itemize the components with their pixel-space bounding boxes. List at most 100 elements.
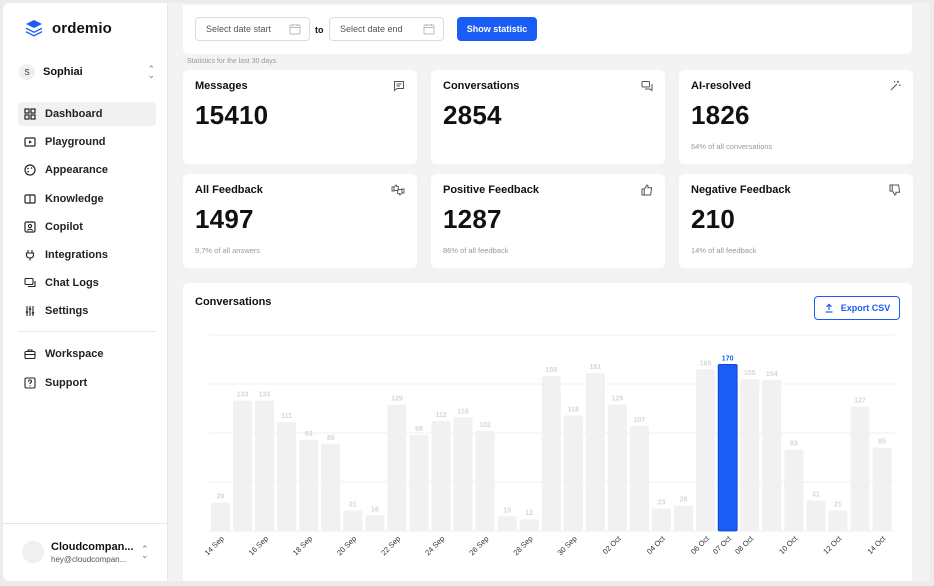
book-icon (24, 193, 36, 205)
logo[interactable]: ordemio (25, 19, 112, 37)
x-tick-label: 16 Sep (247, 534, 270, 557)
sidebar-item-label: Settings (45, 305, 89, 318)
bar-value-label: 85 (878, 439, 886, 446)
chart-bar[interactable] (387, 404, 407, 531)
chart-bar[interactable] (696, 369, 716, 531)
sidebar-item-dashboard[interactable]: Dashboard (18, 102, 156, 126)
sidebar-item-integrations[interactable]: Integrations (18, 243, 156, 267)
sidebar-item-label: Copilot (45, 220, 83, 233)
chart-bar[interactable] (762, 380, 782, 531)
chart-bar[interactable] (365, 515, 385, 531)
sidebar-item-chat-logs[interactable]: Chat Logs (18, 271, 156, 295)
conversations-bar-chart: 29 14 Sep 133 133 16 Sep 111 93 18 Sep 89 21 20 Se… (203, 334, 895, 557)
chart-bar[interactable] (740, 379, 760, 531)
chart-bar[interactable] (717, 364, 738, 532)
x-tick-label: 08 Oct (733, 533, 756, 556)
bar-value-label: 133 (259, 392, 271, 399)
chart-bar[interactable] (211, 502, 230, 531)
chart-bar[interactable] (343, 510, 363, 531)
conversations-icon (641, 81, 653, 92)
chart-bar[interactable] (629, 426, 649, 531)
user-email: hey@cloudcompan... (51, 555, 127, 564)
bar-value-label: 15 (503, 507, 511, 514)
sidebar-item-knowledge[interactable]: Knowledge (18, 187, 156, 211)
chart-bar[interactable] (872, 447, 892, 531)
chart-bar[interactable] (409, 434, 429, 531)
chart-bar[interactable] (674, 505, 694, 531)
sidebar-item-support[interactable]: Support (18, 371, 156, 395)
chart-bar[interactable] (850, 406, 870, 531)
bar-value-label: 127 (854, 398, 866, 405)
sidebar-item-workspace[interactable]: Workspace (18, 342, 156, 366)
bar-value-label: 31 (812, 492, 820, 499)
thumbs-down-icon (889, 184, 901, 196)
stat-subtext: 64% of all conversations (691, 142, 773, 151)
bar-value-label: 133 (237, 392, 249, 399)
export-csv-button[interactable]: Export CSV (814, 296, 900, 320)
bar-value-label: 116 (457, 408, 468, 415)
chart-bar[interactable] (541, 376, 561, 531)
sidebar-item-copilot[interactable]: Copilot (18, 215, 156, 239)
user-square-icon (24, 221, 36, 233)
x-tick-label: 26 Sep (467, 534, 490, 557)
chart-bar[interactable] (806, 500, 826, 531)
bar-value-label: 23 (658, 499, 666, 506)
chart-bar[interactable] (563, 415, 583, 531)
user-menu[interactable]: Cloudcompan... hey@cloudcompan... ⌃ ⌄ (3, 523, 168, 581)
stats-period-hint: Statistics for the last 30 days (187, 58, 277, 65)
chart-bar[interactable] (828, 510, 848, 531)
bar-value-label: 112 (435, 412, 446, 419)
chart-bar[interactable] (277, 422, 297, 531)
chart-bar[interactable] (255, 400, 275, 531)
stat-value: 1826 (691, 100, 750, 130)
upload-icon (825, 303, 833, 313)
bar-value-label: 129 (612, 396, 624, 403)
bar-value-label: 155 (744, 370, 756, 377)
sidebar: ordemio S Sophiai ⌃ ⌄ Dashboard Playgroun… (3, 3, 168, 581)
date-start-input[interactable]: Select date start (195, 17, 310, 41)
sidebar-item-appearance[interactable]: Appearance (18, 158, 156, 182)
date-end-placeholder: Select date end (340, 24, 403, 34)
stat-value: 15410 (195, 100, 269, 130)
bar-value-label: 98 (415, 426, 423, 433)
sidebar-item-playground[interactable]: Playground (18, 130, 156, 154)
magic-wand-icon (890, 80, 901, 91)
bar-value-label: 107 (634, 417, 646, 424)
sidebar-item-label: Appearance (45, 164, 108, 177)
chart-bar[interactable] (784, 449, 804, 531)
stat-card-positive-feedback: Positive Feedback 1287 86% of all feedba… (431, 174, 665, 268)
chart-bar[interactable] (585, 373, 605, 531)
stat-title: Messages (195, 80, 248, 92)
user-name: Cloudcompan... (51, 541, 133, 553)
project-switcher[interactable]: S Sophiai ⌃ ⌄ (19, 61, 155, 83)
chart-bar[interactable] (431, 421, 451, 531)
chart-bar[interactable] (519, 519, 539, 531)
bar-value-label: 21 (834, 501, 842, 508)
sidebar-item-settings[interactable]: Settings (18, 299, 156, 323)
date-end-input[interactable]: Select date end (329, 17, 444, 41)
chart-bar[interactable] (497, 516, 517, 531)
chart-bar[interactable] (299, 439, 319, 531)
chart-bar[interactable] (607, 404, 627, 531)
chart-bar[interactable] (652, 508, 671, 531)
stat-card-all-feedback: All Feedback 1497 9,7% of all answers (183, 174, 417, 268)
dashboard-icon (24, 108, 36, 120)
play-icon (24, 136, 36, 148)
chart-bar[interactable] (453, 417, 473, 531)
chart-bar[interactable] (475, 431, 495, 531)
stat-title: Negative Feedback (691, 184, 791, 196)
chart-bar[interactable] (321, 443, 341, 531)
stat-title: All Feedback (195, 184, 263, 196)
chart-bar[interactable] (233, 400, 253, 531)
stat-subtext: 9,7% of all answers (195, 246, 261, 255)
x-tick-label: 04 Oct (645, 533, 668, 556)
stat-title: AI-resolved (691, 80, 751, 92)
show-statistic-button[interactable]: Show statistic (457, 17, 537, 41)
plug-icon (24, 249, 36, 261)
stat-card-conversations: Conversations 2854 (431, 70, 665, 164)
project-badge: S (19, 64, 35, 80)
sidebar-item-label: Dashboard (45, 108, 103, 120)
bar-value-label: 26 (680, 497, 688, 504)
bar-value-label: 93 (305, 431, 313, 438)
calendar-icon (423, 24, 435, 35)
